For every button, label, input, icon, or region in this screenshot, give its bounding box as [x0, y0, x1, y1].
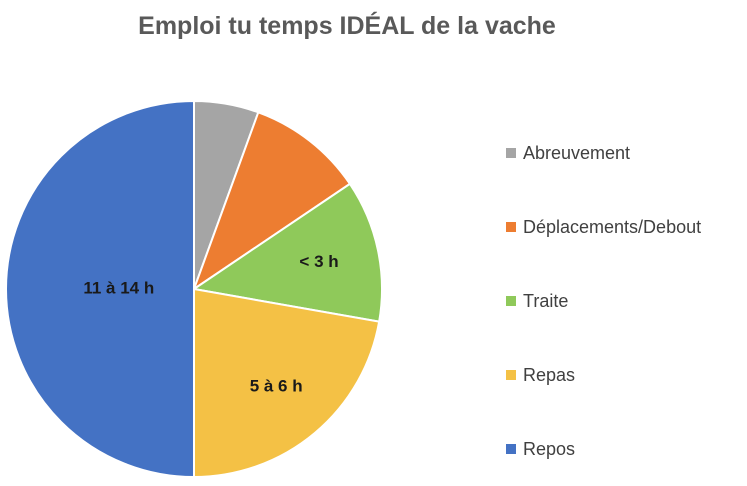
slice-data-label: 11 à 14 h [83, 278, 154, 297]
legend-label: Abreuvement [523, 142, 631, 163]
slice-data-label: 5 à 6 h [250, 376, 303, 395]
legend-label: Traite [523, 290, 569, 311]
pie-slice-1 [192, 111, 352, 292]
pie-slice-3 [193, 287, 381, 479]
pie-slice-2 [191, 182, 383, 323]
legend-swatch [506, 222, 516, 232]
slice-data-label: < 3 h [299, 252, 338, 271]
legend-label: Repas [523, 364, 576, 385]
legend-item: Abreuvement [506, 116, 701, 190]
legend-swatch [506, 444, 516, 454]
legend-item: Traite [506, 264, 701, 338]
legend-swatch [506, 370, 516, 380]
legend-item: Repas [506, 338, 701, 412]
legend-item: Déplacements/Debout [506, 190, 701, 264]
chart-title: Emploi tu temps IDÉAL de la vache [138, 12, 556, 40]
legend-swatch [506, 296, 516, 306]
legend-item: Repos [506, 412, 701, 486]
legend-label: Déplacements/Debout [523, 216, 702, 237]
legend-label: Repos [523, 438, 576, 459]
pie-slice-4 [5, 99, 195, 479]
legend-swatch [506, 148, 516, 158]
legend: Abreuvement Déplacements/Debout Traite Repa… [506, 116, 701, 486]
